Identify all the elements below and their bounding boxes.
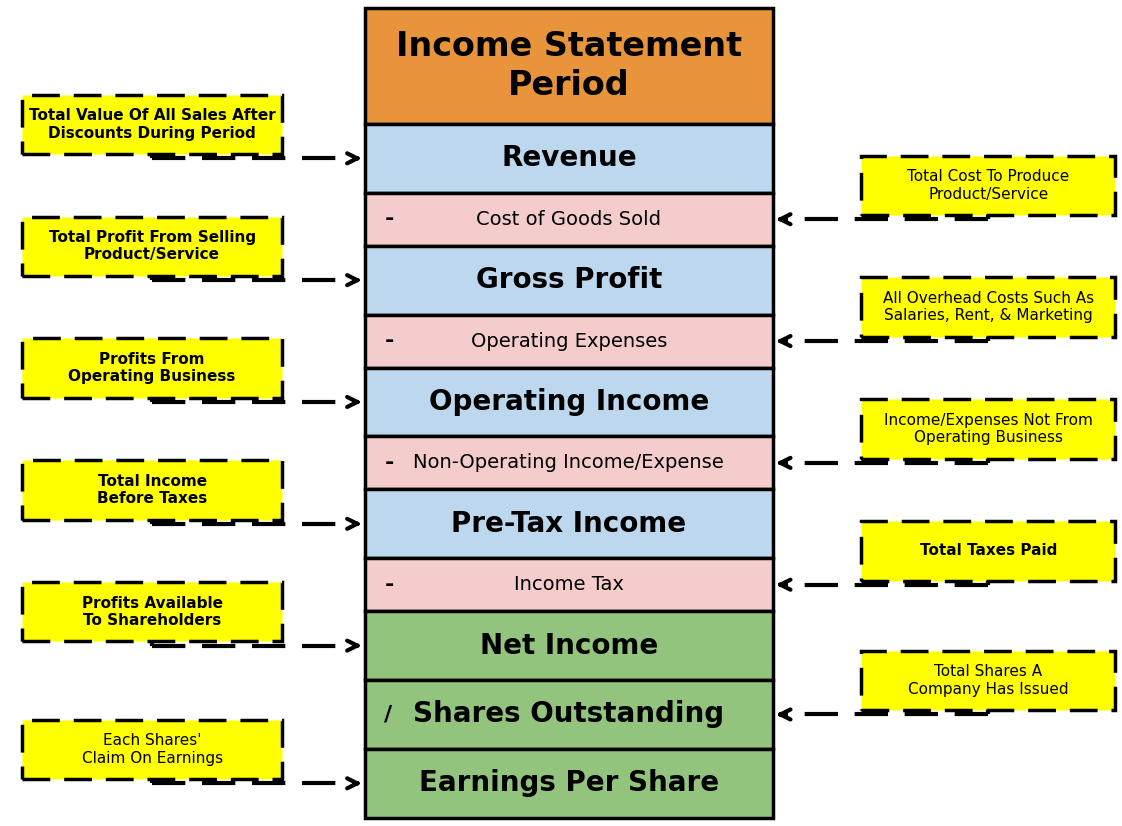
FancyBboxPatch shape xyxy=(365,368,773,436)
Text: Pre-Tax Income: Pre-Tax Income xyxy=(451,510,687,538)
Text: Net Income: Net Income xyxy=(480,632,657,660)
Text: Cost of Goods Sold: Cost of Goods Sold xyxy=(477,210,661,229)
Text: -: - xyxy=(385,331,394,351)
Text: -: - xyxy=(385,209,394,230)
Text: Total Cost To Produce
Product/Service: Total Cost To Produce Product/Service xyxy=(908,169,1069,202)
Text: -: - xyxy=(385,453,394,472)
FancyBboxPatch shape xyxy=(365,192,773,245)
Text: Operating Income: Operating Income xyxy=(429,388,709,416)
Text: Each Shares'
Claim On Earnings: Each Shares' Claim On Earnings xyxy=(82,733,222,766)
Text: Total Profit From Selling
Product/Service: Total Profit From Selling Product/Servic… xyxy=(48,230,256,263)
Text: Gross Profit: Gross Profit xyxy=(476,266,662,294)
FancyBboxPatch shape xyxy=(365,680,773,749)
Text: Total Shares A
Company Has Issued: Total Shares A Company Has Issued xyxy=(908,664,1068,697)
FancyBboxPatch shape xyxy=(365,8,773,124)
FancyBboxPatch shape xyxy=(862,278,1115,337)
FancyBboxPatch shape xyxy=(22,216,282,276)
FancyBboxPatch shape xyxy=(22,339,282,398)
FancyBboxPatch shape xyxy=(365,315,773,368)
Text: Total Taxes Paid: Total Taxes Paid xyxy=(920,544,1057,558)
Text: Total Value Of All Sales After
Discounts During Period: Total Value Of All Sales After Discounts… xyxy=(29,108,276,140)
FancyBboxPatch shape xyxy=(365,124,773,192)
FancyBboxPatch shape xyxy=(862,155,1115,215)
FancyBboxPatch shape xyxy=(22,460,282,520)
Text: Revenue: Revenue xyxy=(502,145,636,173)
Text: /: / xyxy=(385,705,393,724)
Text: Income/Expenses Not From
Operating Business: Income/Expenses Not From Operating Busin… xyxy=(884,413,1093,445)
Text: All Overhead Costs Such As
Salaries, Rent, & Marketing: All Overhead Costs Such As Salaries, Ren… xyxy=(883,291,1094,324)
Text: Profits Available
To Shareholders: Profits Available To Shareholders xyxy=(82,596,222,628)
FancyBboxPatch shape xyxy=(862,651,1115,710)
Text: Earnings Per Share: Earnings Per Share xyxy=(419,769,719,797)
Text: Profits From
Operating Business: Profits From Operating Business xyxy=(68,352,236,384)
Text: Income Tax: Income Tax xyxy=(514,575,624,594)
Text: Operating Expenses: Operating Expenses xyxy=(470,331,666,350)
FancyBboxPatch shape xyxy=(365,436,773,489)
FancyBboxPatch shape xyxy=(365,611,773,680)
Text: -: - xyxy=(385,575,394,595)
Text: Non-Operating Income/Expense: Non-Operating Income/Expense xyxy=(413,453,724,472)
Text: Total Income
Before Taxes: Total Income Before Taxes xyxy=(96,474,208,506)
FancyBboxPatch shape xyxy=(22,95,282,154)
Text: Shares Outstanding: Shares Outstanding xyxy=(413,700,725,729)
FancyBboxPatch shape xyxy=(862,521,1115,581)
FancyBboxPatch shape xyxy=(862,399,1115,458)
FancyBboxPatch shape xyxy=(365,245,773,315)
FancyBboxPatch shape xyxy=(22,582,282,642)
FancyBboxPatch shape xyxy=(365,749,773,818)
Text: Income Statement
Period: Income Statement Period xyxy=(396,31,742,102)
FancyBboxPatch shape xyxy=(365,558,773,611)
FancyBboxPatch shape xyxy=(365,489,773,558)
FancyBboxPatch shape xyxy=(22,719,282,779)
